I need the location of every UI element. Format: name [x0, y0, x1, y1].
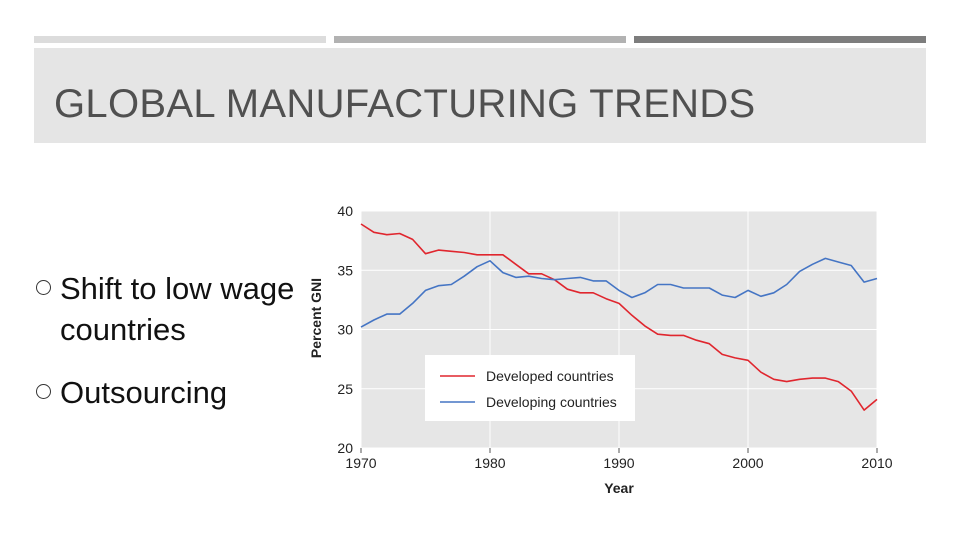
- top-accent-bar-dark: [634, 36, 926, 43]
- top-accent-bar-light: [34, 36, 326, 43]
- bullet-list: Shift to low wage countries Outsourcing: [34, 268, 314, 413]
- circle-bullet-icon: [36, 280, 51, 295]
- legend-label-developed: Developed countries: [486, 368, 614, 384]
- bullet-item: Shift to low wage countries: [34, 268, 314, 350]
- legend-label-developing: Developing countries: [486, 394, 617, 410]
- x-axis-title: Year: [604, 480, 634, 496]
- y-tick-label: 30: [337, 322, 353, 338]
- series-line-developing: [360, 257, 878, 328]
- top-accent-bar-medium: [334, 36, 626, 43]
- x-tick-label: 1990: [603, 455, 634, 471]
- y-tick-label: 25: [337, 381, 353, 397]
- y-axis-title: Percent GNI: [308, 278, 324, 358]
- series-line-developed: [360, 223, 878, 411]
- x-axis-ticks: 1970 1980 1990 2000 2010: [345, 448, 893, 471]
- bullet-text: Shift to low wage countries: [60, 271, 295, 347]
- y-tick-label: 35: [337, 262, 353, 278]
- legend: Developed countries Developing countries: [425, 355, 635, 421]
- x-tick-label: 2000: [732, 455, 763, 471]
- line-chart: 20 25 30 35 40 1970 1980 1990 2000 2010 Year Per…: [308, 203, 893, 496]
- page-title: GLOBAL MANUFACTURING TRENDS: [54, 82, 756, 126]
- title-band: GLOBAL MANUFACTURING TRENDS: [34, 48, 926, 143]
- y-axis-ticks: 20 25 30 35 40: [337, 203, 353, 456]
- x-tick-label: 2010: [861, 455, 892, 471]
- circle-bullet-icon: [36, 384, 51, 399]
- x-tick-label: 1970: [345, 455, 376, 471]
- legend-box: [425, 355, 635, 421]
- y-tick-label: 20: [337, 440, 353, 456]
- bullet-text: Outsourcing: [60, 375, 228, 410]
- bullet-item: Outsourcing: [34, 372, 314, 413]
- series-lines: [360, 223, 878, 411]
- y-tick-label: 40: [337, 203, 353, 219]
- x-tick-label: 1980: [474, 455, 505, 471]
